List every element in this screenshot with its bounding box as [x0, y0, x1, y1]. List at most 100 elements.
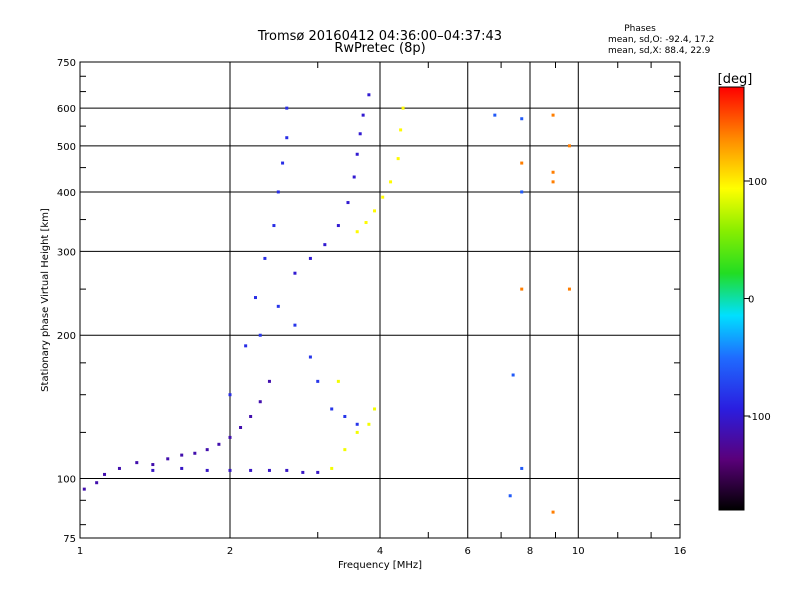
data-points	[82, 93, 571, 514]
data-point	[166, 457, 170, 461]
data-point	[396, 157, 400, 161]
data-point	[508, 494, 512, 498]
x-tick-label: 8	[527, 546, 533, 557]
data-point	[249, 468, 253, 472]
data-point	[281, 161, 285, 165]
y-tick-label: 600	[57, 104, 76, 115]
data-point	[493, 113, 497, 117]
y-tick-label: 500	[57, 142, 76, 153]
data-point	[364, 221, 368, 225]
data-point	[520, 190, 524, 194]
data-point	[389, 180, 393, 184]
data-point	[244, 344, 248, 348]
colorbar-ticks: 100 0 -100	[744, 177, 771, 423]
data-point	[346, 201, 350, 205]
data-point	[355, 430, 359, 434]
data-point	[267, 379, 271, 383]
data-point	[308, 256, 312, 260]
colorbar-tick-label: 0	[748, 295, 754, 306]
data-point	[180, 453, 184, 457]
y-tick-label: 200	[57, 331, 76, 342]
data-point	[336, 379, 340, 383]
data-point	[355, 230, 359, 234]
y-axis-label: Stationary phase Virtual Height [km]	[40, 208, 51, 392]
data-point	[330, 466, 334, 470]
data-point	[520, 466, 524, 470]
data-point	[205, 468, 209, 472]
data-point	[263, 256, 267, 260]
data-point	[258, 333, 262, 337]
data-point	[293, 323, 297, 327]
data-point	[258, 400, 262, 404]
data-point	[361, 113, 365, 117]
data-point	[520, 117, 524, 121]
data-point	[399, 128, 403, 132]
data-point	[276, 190, 280, 194]
data-point	[567, 287, 571, 291]
x-tick-label: 10	[572, 546, 585, 557]
data-point	[301, 470, 305, 474]
data-point	[355, 422, 359, 426]
data-point	[285, 106, 289, 110]
data-point	[373, 407, 377, 411]
data-point	[567, 144, 571, 148]
axis-ticks: 1 2 4 6 8 10 16 75 100 200 300 400 500 600 750	[57, 58, 686, 557]
data-point	[520, 161, 524, 165]
data-point	[151, 463, 155, 467]
data-point	[272, 224, 276, 228]
y-tick-label: 75	[63, 534, 76, 545]
data-point	[381, 195, 385, 199]
data-point	[373, 209, 377, 213]
data-point	[367, 422, 371, 426]
data-point	[253, 296, 257, 300]
data-point	[95, 481, 99, 485]
data-point	[228, 435, 232, 439]
x-tick-label: 1	[77, 546, 83, 557]
y-tick-label: 100	[57, 475, 76, 486]
data-point	[228, 393, 232, 397]
data-point	[117, 466, 121, 470]
data-point	[82, 487, 86, 491]
data-point	[276, 304, 280, 308]
x-tick-label: 16	[674, 546, 687, 557]
data-point	[401, 106, 405, 110]
x-tick-label: 2	[227, 546, 233, 557]
data-point	[316, 470, 320, 474]
data-point	[367, 93, 371, 97]
data-point	[358, 132, 362, 136]
data-point	[355, 152, 359, 156]
data-point	[151, 468, 155, 472]
data-point	[343, 448, 347, 452]
data-point	[308, 355, 312, 359]
data-point	[205, 448, 209, 452]
data-point	[343, 414, 347, 418]
data-point	[551, 180, 555, 184]
data-point	[193, 451, 197, 455]
colorbar	[718, 86, 745, 511]
data-point	[352, 175, 356, 179]
data-point	[285, 136, 289, 140]
data-point	[228, 468, 232, 472]
data-point	[551, 170, 555, 174]
data-point	[551, 510, 555, 514]
chart-subtitle: RwPretec (8p)	[334, 41, 425, 56]
y-tick-label: 400	[57, 188, 76, 199]
data-point	[217, 442, 221, 446]
chart-title: Tromsø 20160412 04:36:00–04:37:43	[257, 29, 502, 44]
data-point	[249, 414, 253, 418]
data-point	[511, 373, 515, 377]
data-point	[103, 472, 107, 476]
x-axis-label: Frequency [MHz]	[338, 560, 422, 571]
data-point	[180, 466, 184, 470]
data-point	[330, 407, 334, 411]
colorbar-tick-label: -100	[748, 412, 771, 423]
y-tick-label: 300	[57, 247, 76, 258]
stats-heading: Phases	[624, 24, 656, 34]
data-point	[135, 461, 139, 465]
data-point	[316, 379, 320, 383]
y-tick-label: 750	[57, 58, 76, 69]
x-tick-label: 4	[377, 546, 383, 557]
stats-o-line: mean, sd,O: -92.4, 17.2	[608, 35, 714, 45]
data-point	[336, 224, 340, 228]
